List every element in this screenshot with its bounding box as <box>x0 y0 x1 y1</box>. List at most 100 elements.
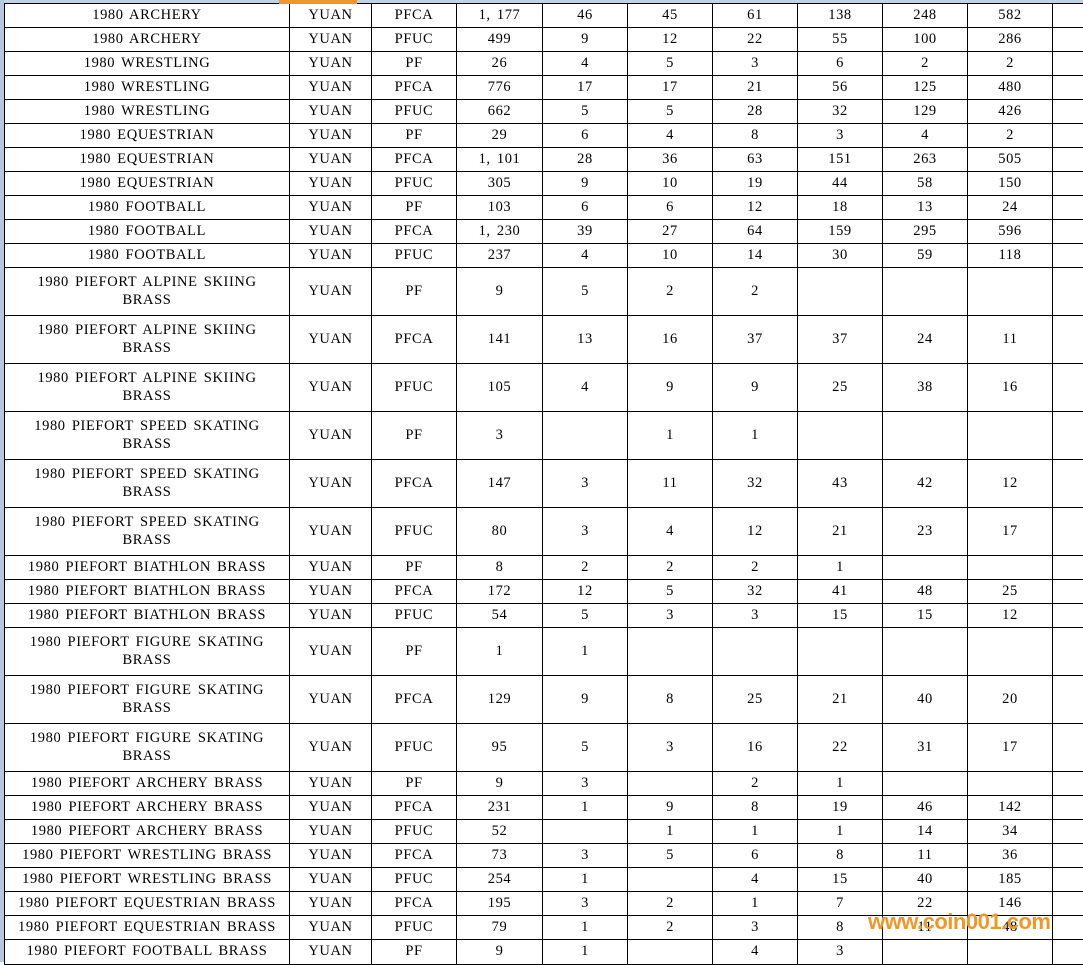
cell-value-3: 4 <box>713 940 798 965</box>
description-text: 1980 PIEFORT FIGURE SKATING BRASS <box>7 730 287 764</box>
cell-value-1: 6 <box>543 196 628 220</box>
cell-total: 1 <box>457 628 543 676</box>
cell-type: PFUC <box>372 364 457 412</box>
cell-value-1: 4 <box>543 244 628 268</box>
table-row: 1980 ARCHERYYUANPFUC499912225510028614 <box>5 28 1083 52</box>
cell-type: PF <box>372 772 457 796</box>
description-text: 1980 PIEFORT BIATHLON BRASS <box>7 607 287 624</box>
cell-value-6: 2 <box>968 52 1053 76</box>
cell-description: 1980 PIEFORT ALPINE SKIING BRASS <box>5 316 290 364</box>
cell-value-5: 48 <box>883 580 968 604</box>
cell-currency: YUAN <box>290 196 372 220</box>
cell-total: 9 <box>457 940 543 965</box>
cell-total: 141 <box>457 316 543 364</box>
cell-value-2: 2 <box>628 556 713 580</box>
description-text: 1980 FOOTBALL <box>7 247 287 264</box>
cell-value-5: 15 <box>883 604 968 628</box>
cell-value-7: 9 <box>1053 868 1083 892</box>
cell-value-7: 4 <box>1053 916 1083 940</box>
cell-total: 9 <box>457 772 543 796</box>
cell-total: 54 <box>457 604 543 628</box>
cell-currency: YUAN <box>290 676 372 724</box>
cell-value-5: 24 <box>883 316 968 364</box>
description-text: 1980 PIEFORT WRESTLING BRASS <box>7 871 287 888</box>
cell-total: 254 <box>457 868 543 892</box>
cell-value-2: 1 <box>628 412 713 460</box>
cell-value-7: 44 <box>1053 220 1083 244</box>
cell-value-4: 159 <box>798 220 883 244</box>
cell-total: 195 <box>457 892 543 916</box>
cell-description: 1980 WRESTLING <box>5 76 290 100</box>
cell-type: PF <box>372 124 457 148</box>
cell-currency: YUAN <box>290 52 372 76</box>
cell-value-5: 11 <box>883 916 968 940</box>
cell-total: 95 <box>457 724 543 772</box>
cell-value-3: 12 <box>713 508 798 556</box>
cell-value-6: 25 <box>968 580 1053 604</box>
cell-value-1: 1 <box>543 916 628 940</box>
cell-value-2: 3 <box>628 604 713 628</box>
cell-value-1: 3 <box>543 844 628 868</box>
cell-value-4: 8 <box>798 916 883 940</box>
cell-type: PF <box>372 196 457 220</box>
cell-value-6: 34 <box>968 820 1053 844</box>
cell-total: 9 <box>457 268 543 316</box>
cell-description: 1980 FOOTBALL <box>5 244 290 268</box>
cell-value-2: 10 <box>628 244 713 268</box>
cell-value-5: 2 <box>883 52 968 76</box>
description-text: 1980 PIEFORT BIATHLON BRASS <box>7 559 287 576</box>
cell-type: PF <box>372 628 457 676</box>
cell-total: 80 <box>457 508 543 556</box>
cell-currency: YUAN <box>290 268 372 316</box>
cell-type: PFUC <box>372 604 457 628</box>
cell-value-3 <box>713 628 798 676</box>
cell-value-6 <box>968 628 1053 676</box>
cell-value-5: 40 <box>883 868 968 892</box>
cell-value-6: 2 <box>968 124 1053 148</box>
cell-value-3: 21 <box>713 76 798 100</box>
cell-value-3: 2 <box>713 772 798 796</box>
cell-value-3: 3 <box>713 916 798 940</box>
cell-value-1: 3 <box>543 460 628 508</box>
cell-value-3: 6 <box>713 844 798 868</box>
cell-value-6: 146 <box>968 892 1053 916</box>
cell-value-5: 263 <box>883 148 968 172</box>
cell-value-4: 18 <box>798 196 883 220</box>
cell-value-6: 480 <box>968 76 1053 100</box>
cell-total: 103 <box>457 196 543 220</box>
cell-value-7 <box>1053 628 1083 676</box>
cell-value-2: 3 <box>628 724 713 772</box>
cell-value-6: 17 <box>968 724 1053 772</box>
cell-total: 8 <box>457 556 543 580</box>
cell-description: 1980 EQUESTRIAN <box>5 124 290 148</box>
cell-value-5: 22 <box>883 892 968 916</box>
cell-value-1: 6 <box>543 124 628 148</box>
cell-description: 1980 PIEFORT FIGURE SKATING BRASS <box>5 628 290 676</box>
cell-value-2: 27 <box>628 220 713 244</box>
cell-value-1 <box>543 412 628 460</box>
description-text: 1980 PIEFORT ALPINE SKIING BRASS <box>7 322 287 356</box>
cell-value-3: 22 <box>713 28 798 52</box>
cell-currency: YUAN <box>290 124 372 148</box>
description-text: 1980 PIEFORT ALPINE SKIING BRASS <box>7 370 287 404</box>
cell-description: 1980 PIEFORT ARCHERY BRASS <box>5 796 290 820</box>
cell-value-2 <box>628 868 713 892</box>
cell-value-5: 248 <box>883 4 968 28</box>
cell-value-3: 8 <box>713 796 798 820</box>
cell-value-1: 9 <box>543 28 628 52</box>
cell-value-7: 37 <box>1053 100 1083 124</box>
cell-value-2: 5 <box>628 100 713 124</box>
cell-value-1: 46 <box>543 4 628 28</box>
description-text: 1980 WRESTLING <box>7 103 287 120</box>
cell-currency: YUAN <box>290 100 372 124</box>
cell-value-3: 19 <box>713 172 798 196</box>
cell-value-4: 25 <box>798 364 883 412</box>
cell-value-7 <box>1053 580 1083 604</box>
